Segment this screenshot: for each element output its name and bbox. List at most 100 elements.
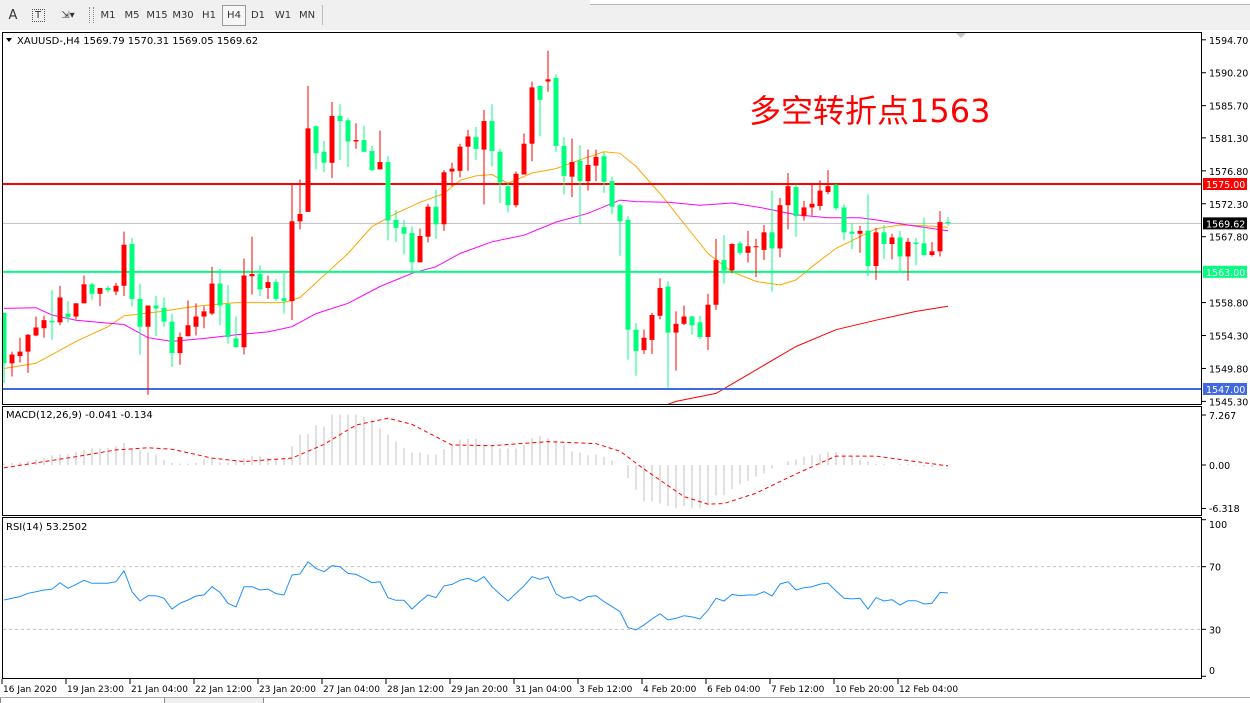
candle: [337, 104, 343, 160]
timeframe-w1-button[interactable]: W1: [274, 10, 292, 21]
timeframe-m15-button[interactable]: M15: [146, 10, 168, 21]
time-axis-label: 29 Jan 20:00: [451, 685, 508, 695]
candle: [913, 238, 919, 266]
candle: [801, 200, 807, 221]
candle: [857, 225, 863, 253]
candle: [609, 176, 615, 215]
candle-body: [465, 136, 471, 147]
candle-body: [793, 186, 799, 217]
macd-plot: [3, 414, 949, 509]
chart-shift-marker-icon[interactable]: [956, 33, 966, 38]
window-tab-strip: [590, 0, 1250, 5]
price-axis-label: 1594.70: [1209, 36, 1248, 47]
chart-window[interactable]: 1594.70 1590.20 1585.70 1581.30 1576.80 1572.…: [0, 30, 1250, 697]
chart-tab-active[interactable]: [263, 698, 1250, 703]
level-price-tag-bg: [1203, 265, 1247, 278]
candle: [433, 189, 439, 239]
candle-body: [185, 325, 191, 337]
candle-body: [137, 298, 143, 327]
price-axis-label: 1567.80: [1209, 233, 1248, 244]
candle-body: [193, 316, 199, 327]
text-label-icon[interactable]: T: [29, 6, 47, 25]
candle: [529, 81, 535, 162]
macd-signal-line: [3, 417, 949, 505]
candle-body: [73, 303, 79, 317]
candle-body: [841, 207, 847, 233]
candle-body: [913, 242, 919, 245]
annotation-text[interactable]: 多空转折点1563: [749, 92, 990, 130]
moving-average-line-3: [667, 305, 949, 404]
text-A-icon[interactable]: A: [8, 8, 18, 23]
time-axis-label: 28 Jan 12:00: [387, 685, 444, 695]
candle: [281, 273, 287, 314]
macd-panel-frame: [2, 406, 1202, 516]
candle-body: [265, 282, 271, 288]
candle-body: [409, 233, 415, 263]
candle: [665, 281, 671, 388]
bid-price-tag: 1569.62: [1206, 219, 1245, 230]
timeframe-m5-button[interactable]: M5: [124, 10, 140, 21]
candle-body: [513, 173, 519, 206]
timeframe-m30-button[interactable]: M30: [172, 10, 194, 21]
candle: [225, 285, 231, 344]
candle-body: [33, 327, 39, 336]
level-price-tag: 1575.00: [1206, 180, 1245, 191]
time-axis-label: 12 Feb 04:00: [899, 685, 958, 695]
candle: [633, 323, 639, 376]
candle-body: [225, 304, 231, 337]
time-axis-label: 27 Jan 04:00: [323, 685, 380, 695]
candle-body: [433, 206, 439, 225]
macd-title: MACD(12,26,9) -0.041 -0.134: [6, 410, 153, 421]
candle-body: [737, 243, 743, 253]
timeframe-h4-button[interactable]: H4: [222, 5, 246, 26]
candle-body: [657, 287, 663, 316]
candle-body: [241, 275, 247, 348]
candle: [617, 203, 623, 256]
toolbar: A T ⇲▾ M1 M5 M15 M30 H1 H4 D1 W1 MN: [0, 0, 1250, 31]
candle: [601, 152, 607, 193]
candle-body: [257, 274, 263, 290]
candle: [793, 184, 799, 237]
level-price-tag-bg: [1203, 178, 1247, 190]
candle: [385, 156, 391, 241]
timeframe-m1-button[interactable]: M1: [100, 10, 116, 21]
candle-body: [561, 145, 567, 176]
candle-body: [81, 284, 87, 304]
candle-body: [521, 143, 527, 175]
candle: [265, 275, 271, 299]
candle-body: [393, 219, 399, 228]
candle: [705, 293, 711, 351]
candle-body: [273, 282, 279, 299]
candle: [889, 233, 895, 260]
candle-body: [713, 260, 719, 305]
candle: [25, 334, 31, 373]
candle-body: [889, 237, 895, 245]
candle: [713, 238, 719, 310]
collapse-triangle-icon[interactable]: [6, 38, 12, 42]
chart-header: XAUUSD-,H4 1569.79 1570.31 1569.05 1569.…: [17, 36, 258, 47]
candle: [185, 300, 191, 337]
candle: [169, 313, 175, 367]
timeframe-mn-button[interactable]: MN: [298, 10, 316, 21]
macd-axis-label: -6.318: [1209, 504, 1240, 515]
candle: [721, 235, 727, 284]
level-price-tag-bg: [1203, 382, 1247, 395]
candle-body: [105, 287, 111, 291]
candle-body: [417, 235, 423, 263]
chart-tab[interactable]: [0, 698, 165, 703]
chart-background: [0, 30, 1250, 697]
candle-body: [377, 162, 383, 170]
timeframe-h1-button[interactable]: H1: [202, 10, 216, 21]
rsi-panel-frame: [2, 517, 1202, 679]
candle-body: [145, 305, 151, 327]
bid-price-tag-bg: [1203, 217, 1247, 230]
candle-body: [937, 222, 943, 252]
candle: [649, 312, 655, 354]
candle-body: [497, 151, 503, 183]
toolbar-grip[interactable]: [89, 7, 94, 23]
timeframe-d1-button[interactable]: D1: [250, 10, 266, 21]
candle: [41, 315, 47, 338]
candle-body: [9, 354, 15, 364]
candle: [137, 283, 143, 355]
arrows-dropdown-icon[interactable]: ⇲▾: [61, 10, 75, 21]
